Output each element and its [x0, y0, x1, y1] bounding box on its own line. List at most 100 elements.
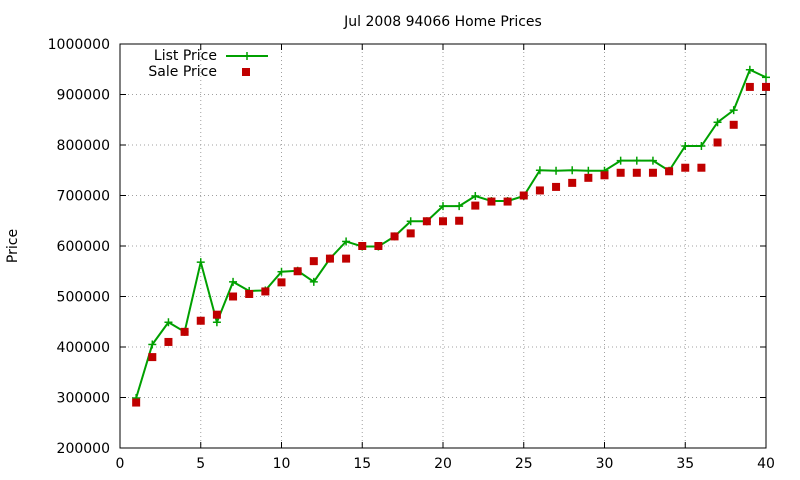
data-point: [632, 156, 641, 165]
chart-title: Jul 2008 94066 Home Prices: [343, 14, 542, 30]
data-point: [762, 73, 770, 82]
legend-label-list-price: List Price: [154, 48, 217, 64]
y-tick-label: 700000: [57, 189, 110, 205]
x-tick-label: 25: [515, 456, 533, 472]
data-point: [552, 182, 561, 191]
x-tick-label: 0: [116, 456, 125, 472]
data-point: [422, 217, 431, 226]
data-point: [762, 82, 770, 91]
data-point: [568, 166, 577, 175]
x-tick-labels: 0 5 10 15 20 25 30 35 40: [116, 456, 775, 472]
data-point: [729, 106, 738, 115]
data-point: [600, 171, 609, 180]
data-point: [648, 168, 657, 177]
x-tick-label: 40: [757, 456, 775, 472]
data-point: [261, 287, 270, 296]
y-axis-label: Price: [5, 229, 21, 263]
series-sale-price: [132, 82, 770, 407]
data-point: [293, 267, 302, 276]
data-point: [697, 142, 706, 151]
data-point: [487, 197, 496, 206]
data-point: [277, 278, 286, 287]
y-tick-label: 200000: [57, 441, 110, 457]
data-point: [535, 166, 544, 175]
data-point: [148, 340, 157, 349]
y-tick-label: 500000: [57, 290, 110, 306]
data-point: [229, 277, 238, 286]
x-tick-label: 20: [434, 456, 452, 472]
data-point: [212, 318, 221, 327]
data-point: [713, 118, 722, 127]
data-point: [616, 168, 625, 177]
data-point: [632, 168, 641, 177]
x-tick-label: 30: [596, 456, 614, 472]
data-point: [358, 242, 367, 250]
data-point: [584, 173, 593, 182]
data-point: [471, 192, 480, 201]
data-point: [713, 138, 722, 147]
data-point: [196, 316, 205, 325]
y-tick-label: 900000: [57, 88, 110, 104]
y-tick-label: 1000000: [48, 37, 110, 53]
data-point: [406, 217, 415, 226]
data-point: [439, 217, 447, 226]
y-tick-label: 300000: [57, 391, 110, 407]
data-point: [164, 318, 173, 327]
data-point: [325, 254, 334, 263]
data-point: [277, 267, 286, 276]
data-point: [245, 289, 254, 298]
data-point: [503, 197, 512, 206]
data-point: [745, 65, 754, 74]
data-point: [309, 257, 318, 266]
data-point: [439, 202, 447, 211]
data-point: [229, 292, 238, 301]
data-point: [697, 163, 706, 172]
data-point: [552, 166, 561, 175]
x-tick-label: 15: [353, 456, 371, 472]
axis-ticks: [119, 43, 767, 449]
data-point: [745, 82, 754, 91]
data-point: [681, 163, 690, 172]
data-point: [455, 216, 464, 225]
series-list-price: [132, 65, 770, 403]
data-point: [455, 202, 464, 211]
data-point: [406, 229, 415, 238]
data-point: [374, 242, 383, 250]
data-point: [342, 237, 351, 246]
legend-marker: [243, 52, 251, 60]
data-point: [309, 277, 318, 286]
data-point: [519, 191, 528, 200]
legend-label-sale-price: Sale Price: [148, 64, 217, 80]
y-tick-labels: 200000 300000 400000 500000 600000 700000 8000…: [48, 37, 110, 457]
y-tick-label: 800000: [57, 138, 110, 154]
y-tick-label: 600000: [57, 239, 110, 255]
data-point: [665, 167, 674, 176]
legend: List Price Sale Price: [148, 48, 268, 80]
x-tick-label: 10: [273, 456, 291, 472]
data-point: [568, 178, 577, 187]
data-point: [616, 156, 625, 165]
legend-sample-sale-price: [242, 68, 250, 76]
x-tick-label: 5: [196, 456, 205, 472]
series-line: [135, 68, 767, 399]
data-point: [535, 186, 544, 195]
data-point: [164, 337, 173, 346]
data-point: [342, 254, 351, 263]
data-point: [148, 353, 157, 362]
data-point: [681, 142, 690, 151]
data-point: [584, 166, 593, 175]
data-point: [132, 398, 141, 407]
data-point: [390, 232, 399, 241]
data-point: [471, 201, 480, 210]
data-point: [180, 327, 189, 336]
data-point: [648, 156, 657, 165]
data-point: [729, 120, 738, 129]
legend-marker: [242, 68, 250, 76]
data-point: [212, 310, 221, 319]
series: [132, 65, 770, 407]
legend-sample-list-price: [226, 52, 268, 60]
x-tick-label: 35: [676, 456, 694, 472]
y-tick-label: 400000: [57, 340, 110, 356]
data-point: [196, 258, 205, 267]
